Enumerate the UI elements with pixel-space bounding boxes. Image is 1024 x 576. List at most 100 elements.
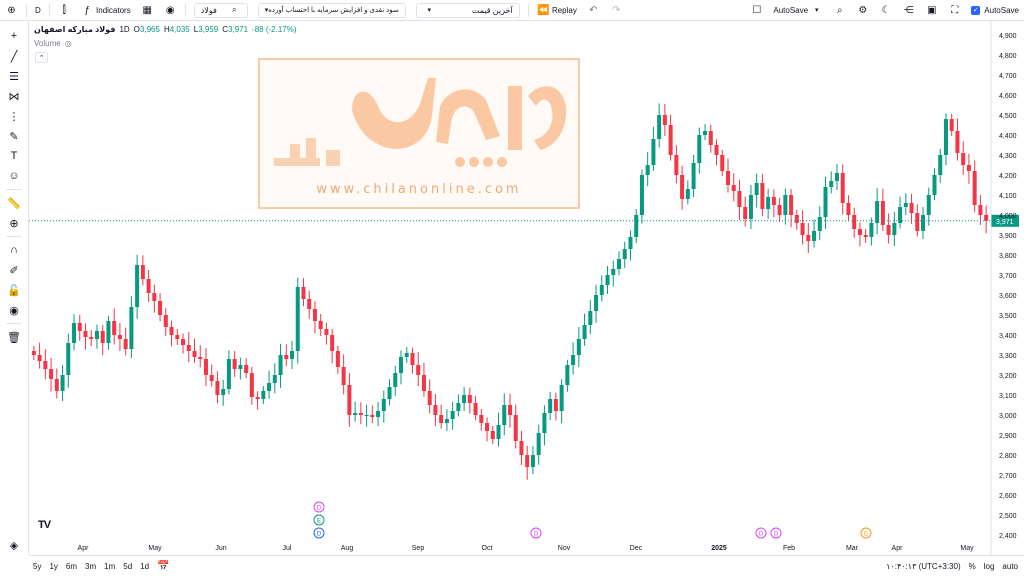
auto-toggle[interactable]: auto (1002, 561, 1018, 571)
candle-body (834, 173, 839, 181)
divider (6, 236, 22, 237)
chart-type-button[interactable]: ⫿ (53, 0, 76, 21)
candle-body (571, 355, 576, 365)
collapse-legend-button[interactable]: ⌃ (35, 52, 48, 63)
event-marker[interactable] (313, 501, 325, 513)
candle-body (358, 413, 363, 415)
candle-body (215, 381, 220, 395)
price-type-dropdown[interactable]: ▾ آخرین قیمت (411, 0, 525, 21)
event-marker-label: D (759, 532, 764, 538)
candle-body (198, 357, 203, 359)
candle-body (714, 145, 719, 155)
range-3m[interactable]: 3m (85, 561, 97, 571)
trash-icon[interactable]: 🗑 (7, 331, 21, 344)
emoji-icon[interactable]: ☺ (8, 170, 20, 182)
event-marker[interactable] (313, 527, 325, 539)
event-marker[interactable] (313, 514, 325, 526)
candle-body (341, 367, 346, 385)
range-5y[interactable]: 5y (33, 561, 42, 571)
candle-body (404, 353, 409, 357)
eye-icon[interactable]: ◉ (9, 304, 19, 317)
ruler-icon[interactable]: 📏 (7, 197, 21, 210)
lock-icon[interactable]: 🔓 (7, 284, 21, 297)
zoom-in-icon[interactable]: ⊕ (9, 217, 19, 230)
candle-body (49, 369, 54, 379)
candle-body (725, 171, 730, 185)
percent-toggle[interactable]: % (968, 561, 976, 571)
range-5d[interactable]: 5d (123, 561, 133, 571)
autosave-dropdown[interactable]: AutoSave ▾ (768, 0, 828, 21)
clock[interactable]: ۱۰:۴۰:۱۳ (UTC+3:30) (886, 561, 961, 571)
candle-body (978, 205, 983, 215)
candle-body (542, 413, 547, 433)
candle-body (152, 293, 157, 301)
candle-body (731, 185, 736, 191)
theme-button[interactable]: ☾ (874, 0, 897, 21)
trendline-icon[interactable]: ╱ (10, 50, 18, 63)
candle-body (657, 115, 662, 139)
pattern-icon[interactable]: ⋈ (8, 90, 20, 103)
candle-body (307, 299, 312, 309)
event-marker[interactable] (770, 527, 782, 539)
price-axis[interactable]: 4,900 4,800 4,700 4,600 4,500 4,400 4,300 4,200… (990, 21, 1017, 555)
candle-body (37, 355, 42, 361)
time-tick: Apr (892, 545, 904, 552)
candle-body (249, 373, 254, 397)
layouts-button[interactable]: ▦ (136, 0, 159, 21)
snapshot-button[interactable]: ▣ (920, 0, 943, 21)
add-symbol-button[interactable]: ⊕ (0, 0, 23, 21)
time-axis[interactable]: Apr May Jun Jul Aug Sep Oct Nov Dec 2025 Feb Mar Apr… (78, 545, 975, 552)
indicators-button[interactable]: ƒ Indicators (76, 0, 136, 21)
divider (184, 3, 186, 17)
magnet-icon[interactable]: ∩ (10, 244, 18, 256)
crosshair-icon[interactable]: + (10, 30, 18, 42)
brush-icon[interactable]: ✎ (9, 130, 19, 143)
symbol-search[interactable]: فولاد ⌕ (189, 0, 253, 21)
strategy-dropdown[interactable]: ▾ سود نقدی و افزایش سرمایه با احتساب آور… (253, 0, 411, 21)
candle-body (146, 279, 151, 293)
settings-button[interactable]: ⚙ (851, 0, 874, 21)
price-tick: 3,400 (999, 333, 1017, 340)
autosave-checkbox[interactable]: AutoSave (966, 0, 1024, 21)
candle-body (290, 351, 295, 359)
interval-button[interactable]: D (30, 0, 46, 21)
range-1y[interactable]: 1y (49, 561, 58, 571)
undo-button[interactable]: ↶ (582, 0, 605, 21)
layout-select[interactable]: ☐ (745, 0, 768, 21)
layers-icon[interactable]: ◈ (9, 539, 19, 552)
candle-body (467, 395, 472, 403)
pencil-lock-icon[interactable]: ✐ (9, 264, 19, 277)
fib-icon[interactable]: ⋮ (8, 110, 20, 123)
candle-body (863, 235, 868, 237)
candle-body (605, 275, 610, 285)
replay-button[interactable]: ⏪ Replay (532, 0, 582, 21)
calendar-icon[interactable]: 📅 (157, 560, 170, 572)
text-icon[interactable]: T (10, 150, 18, 162)
price-tick: 3,800 (999, 253, 1017, 260)
events-markers[interactable]: D E D D D D E (313, 501, 872, 539)
range-1m[interactable]: 1m (104, 561, 116, 571)
quick-search-button[interactable]: ⌕ (828, 0, 851, 21)
eye-off-icon[interactable]: ◎ (64, 39, 72, 48)
event-marker[interactable] (530, 527, 542, 539)
range-1d[interactable]: 1d (140, 561, 150, 571)
range-6m[interactable]: 6m (65, 561, 78, 571)
event-marker[interactable] (860, 527, 872, 539)
chart-pane[interactable]: 3,971 4,900 4,800 4,700 4,600 4,500 4,400 4,30… (29, 21, 1024, 555)
tradingview-logo-icon[interactable]: TV (38, 519, 51, 531)
event-marker[interactable] (755, 527, 767, 539)
candle-body (525, 455, 530, 467)
visibility-button[interactable]: ◉ (159, 0, 182, 21)
price-type-value: آخرین قیمت (471, 5, 513, 15)
fullscreen-button[interactable]: ⛶ (943, 0, 966, 21)
log-toggle[interactable]: log (983, 561, 995, 571)
candlestick-chart[interactable]: 3,971 4,900 4,800 4,700 4,600 4,500 4,400 4,30… (29, 21, 1024, 555)
candle-body (680, 175, 685, 199)
fullscreen-icon: ⛶ (951, 4, 959, 16)
share-button[interactable]: ⋲ (897, 0, 920, 21)
event-marker-label: E (864, 532, 868, 538)
candle-body (737, 191, 742, 207)
redo-button[interactable]: ↷ (605, 0, 628, 21)
horizontal-lines-icon[interactable]: ☰ (9, 70, 19, 83)
symbol-name[interactable]: فولاد مبارکه اصفهان (34, 25, 116, 34)
